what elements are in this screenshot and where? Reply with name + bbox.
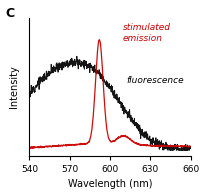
Text: fluorescence: fluorescence	[126, 76, 183, 85]
Y-axis label: Intensity: Intensity	[9, 65, 19, 108]
Text: stimulated
emission: stimulated emission	[122, 23, 170, 43]
X-axis label: Wavelength (nm): Wavelength (nm)	[68, 179, 152, 190]
Text: C: C	[5, 6, 14, 20]
